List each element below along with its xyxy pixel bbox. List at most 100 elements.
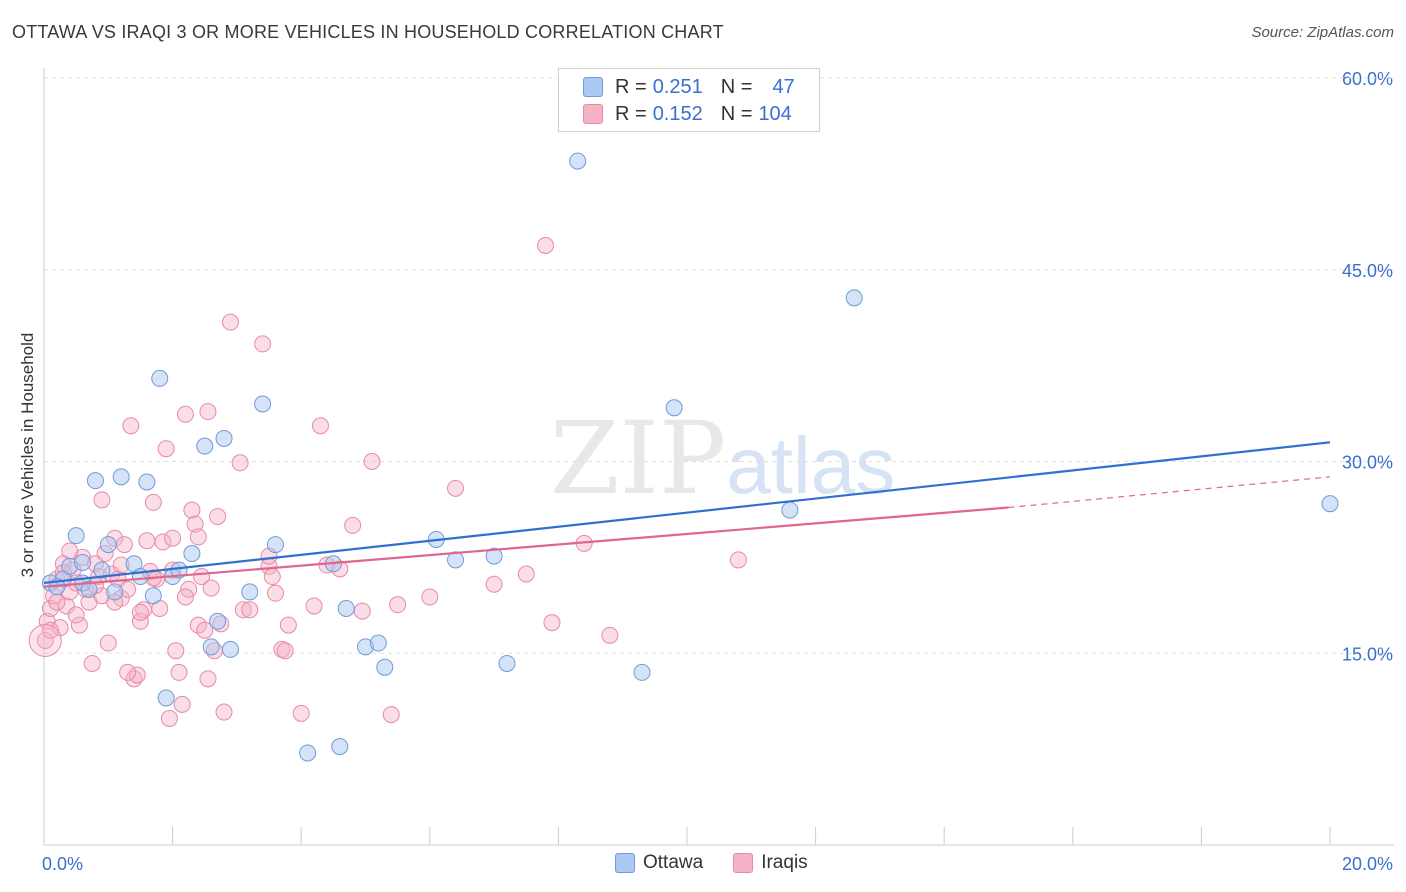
ottawa-point xyxy=(80,580,98,598)
y-tick-label: 60.0% xyxy=(1342,69,1393,89)
ottawa-point xyxy=(376,658,394,676)
iraqis-point xyxy=(199,670,217,688)
ottawa-n-value: 47 xyxy=(772,75,795,98)
iraqis-point xyxy=(36,631,54,649)
iraqis-point xyxy=(221,313,239,331)
iraqis-point xyxy=(485,575,503,593)
iraqis-point xyxy=(363,453,381,470)
ottawa-point xyxy=(299,744,317,762)
iraqis-point xyxy=(70,616,88,634)
ottawa-point xyxy=(209,612,227,630)
iraqis-point xyxy=(305,597,323,615)
iraqis-point xyxy=(543,614,561,632)
y-axis-label: 3 or more Vehicles in Household xyxy=(18,333,37,578)
ottawa-point xyxy=(337,600,355,618)
iraqis-point xyxy=(189,528,207,546)
legend-row-ottawa: R = 0.251 N = 47 xyxy=(583,74,795,100)
ottawa-point xyxy=(781,501,799,519)
bottom-ottawa-label: Ottawa xyxy=(643,852,704,873)
ottawa-point xyxy=(498,654,516,672)
iraqis-point xyxy=(729,551,747,569)
y-tick-label: 45.0% xyxy=(1342,261,1393,281)
iraqis-point xyxy=(131,603,149,621)
iraqis-point xyxy=(382,706,400,724)
ottawa-point xyxy=(241,583,259,601)
iraqis-point xyxy=(93,491,111,509)
iraqis-trend-extension xyxy=(1008,476,1331,509)
iraqis-trend-line xyxy=(43,506,1009,588)
iraqis-point xyxy=(170,663,188,681)
iraqis-point xyxy=(115,536,133,554)
ottawa-point xyxy=(196,437,214,455)
iraqis-point xyxy=(48,593,66,611)
iraqis-n-label: N = xyxy=(720,102,753,125)
stats-legend: R = 0.251 N = 47 R = 0.152 N = 104 xyxy=(558,68,820,132)
iraqis-point xyxy=(138,532,156,550)
iraqis-point xyxy=(99,634,117,652)
iraqis-point xyxy=(144,493,162,511)
ottawa-swatch xyxy=(583,77,603,97)
iraqis-n-value: 104 xyxy=(758,102,792,125)
ottawa-point xyxy=(183,545,201,563)
iraqis-point xyxy=(128,666,146,684)
iraqis-point xyxy=(231,454,249,472)
ottawa-point xyxy=(93,561,111,579)
bottom-legend: Ottawa Iraqis xyxy=(615,852,838,874)
iraqis-point xyxy=(263,568,281,586)
watermark-zip: ZIP xyxy=(550,400,727,517)
iraqis-point xyxy=(183,501,201,519)
iraqis-point xyxy=(83,654,101,672)
watermark-atlas: atlas xyxy=(726,421,896,510)
iraqis-point xyxy=(186,515,204,533)
iraqis-point xyxy=(279,616,297,634)
ottawa-point xyxy=(665,399,683,417)
watermark: ZIPatlas xyxy=(550,400,895,517)
iraqis-point xyxy=(344,516,362,534)
ottawa-point xyxy=(138,473,156,491)
iraqis-r-value: 0.152 xyxy=(652,102,703,125)
iraqis-point xyxy=(311,417,329,435)
iraqis-point-large xyxy=(28,623,62,657)
ottawa-point xyxy=(633,663,651,681)
ottawa-point xyxy=(569,152,587,170)
iraqis-point xyxy=(176,588,194,606)
iraqis-point xyxy=(215,703,233,721)
ottawa-point xyxy=(106,583,124,601)
iraqis-point xyxy=(176,405,194,423)
iraqis-point xyxy=(517,565,535,583)
y-tick-label: 30.0% xyxy=(1342,453,1393,473)
ottawa-point xyxy=(151,369,169,387)
ottawa-point xyxy=(74,553,92,571)
ottawa-point xyxy=(331,738,349,756)
iraqis-point xyxy=(164,529,182,547)
ottawa-point xyxy=(112,468,130,486)
iraqis-point xyxy=(601,626,619,644)
iraqis-point xyxy=(67,606,85,624)
ottawa-point xyxy=(221,640,239,658)
bottom-legend-ottawa: Ottawa xyxy=(615,852,703,874)
iraqis-point xyxy=(199,403,217,421)
iraqis-point xyxy=(209,507,227,525)
iraqis-point xyxy=(241,601,259,619)
iraqis-point xyxy=(292,704,310,722)
iraqis-point xyxy=(353,602,371,620)
iraqis-point xyxy=(389,596,407,614)
ottawa-n-label: N = xyxy=(720,75,753,98)
ottawa-point xyxy=(1321,495,1339,513)
x-tick-label-max: 20.0% xyxy=(1342,854,1393,874)
legend-row-iraqis: R = 0.152 N = 104 xyxy=(583,101,792,127)
ottawa-trend-line xyxy=(43,441,1331,585)
ottawa-point xyxy=(99,536,117,554)
iraqis-point xyxy=(234,601,252,619)
iraqis-point xyxy=(266,584,284,602)
iraqis-point xyxy=(41,621,59,639)
y-tick-label: 15.0% xyxy=(1342,644,1393,664)
x-tick-label-min: 0.0% xyxy=(42,854,83,874)
bottom-legend-iraqis: Iraqis xyxy=(733,852,808,874)
ottawa-point xyxy=(170,561,188,579)
ottawa-r-label: R = xyxy=(615,75,647,98)
ottawa-point xyxy=(266,536,284,554)
iraqis-point xyxy=(196,621,214,639)
iraqis-point xyxy=(202,579,220,597)
